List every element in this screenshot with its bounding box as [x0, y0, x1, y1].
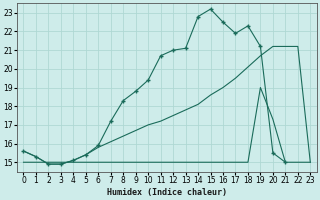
X-axis label: Humidex (Indice chaleur): Humidex (Indice chaleur): [107, 188, 227, 197]
